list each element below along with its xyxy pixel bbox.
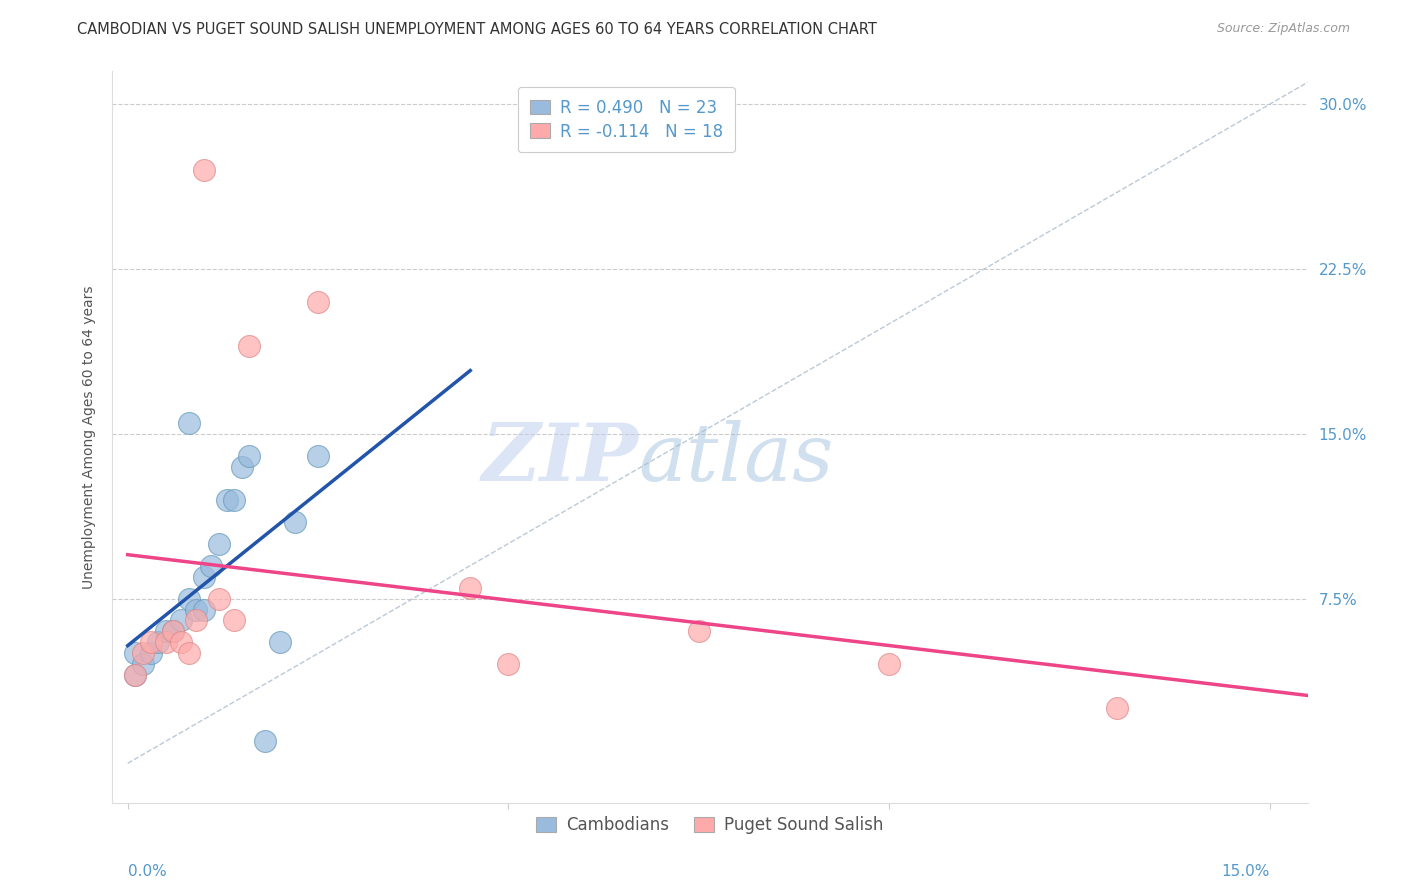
Point bbox=[139, 647, 162, 661]
Point bbox=[193, 569, 215, 583]
Point bbox=[1107, 701, 1129, 715]
Point bbox=[186, 614, 208, 628]
Point bbox=[253, 734, 276, 748]
Point bbox=[155, 635, 177, 649]
Point bbox=[170, 635, 193, 649]
Point bbox=[170, 614, 193, 628]
Point bbox=[284, 515, 307, 529]
Point bbox=[155, 624, 177, 639]
Point bbox=[208, 591, 231, 606]
Point bbox=[124, 668, 146, 682]
Point bbox=[688, 624, 710, 639]
Text: atlas: atlas bbox=[638, 420, 834, 498]
Point bbox=[146, 635, 169, 649]
Point bbox=[162, 624, 184, 639]
Point bbox=[177, 647, 200, 661]
Point bbox=[124, 668, 146, 682]
Y-axis label: Unemployment Among Ages 60 to 64 years: Unemployment Among Ages 60 to 64 years bbox=[82, 285, 96, 589]
Point bbox=[231, 459, 253, 474]
Point bbox=[215, 492, 238, 507]
Point bbox=[193, 602, 215, 616]
Point bbox=[458, 581, 481, 595]
Text: CAMBODIAN VS PUGET SOUND SALISH UNEMPLOYMENT AMONG AGES 60 TO 64 YEARS CORRELATI: CAMBODIAN VS PUGET SOUND SALISH UNEMPLOY… bbox=[77, 22, 877, 37]
Point bbox=[208, 536, 231, 550]
Point bbox=[132, 647, 155, 661]
Text: 0.0%: 0.0% bbox=[128, 864, 166, 880]
Point bbox=[224, 614, 246, 628]
Point bbox=[139, 635, 162, 649]
Point bbox=[193, 163, 215, 178]
Point bbox=[498, 657, 520, 672]
Point bbox=[307, 449, 329, 463]
Point bbox=[224, 492, 246, 507]
Legend: Cambodians, Puget Sound Salish: Cambodians, Puget Sound Salish bbox=[524, 805, 896, 846]
Point bbox=[162, 624, 184, 639]
Point bbox=[177, 416, 200, 430]
Point bbox=[177, 591, 200, 606]
Text: ZIP: ZIP bbox=[481, 420, 638, 498]
Point bbox=[200, 558, 222, 573]
Point bbox=[124, 647, 146, 661]
Point bbox=[132, 657, 155, 672]
Text: Source: ZipAtlas.com: Source: ZipAtlas.com bbox=[1216, 22, 1350, 36]
Point bbox=[877, 657, 900, 672]
Point bbox=[269, 635, 291, 649]
Text: 15.0%: 15.0% bbox=[1222, 864, 1270, 880]
Point bbox=[238, 449, 260, 463]
Point bbox=[238, 339, 260, 353]
Point bbox=[307, 295, 329, 310]
Point bbox=[186, 602, 208, 616]
